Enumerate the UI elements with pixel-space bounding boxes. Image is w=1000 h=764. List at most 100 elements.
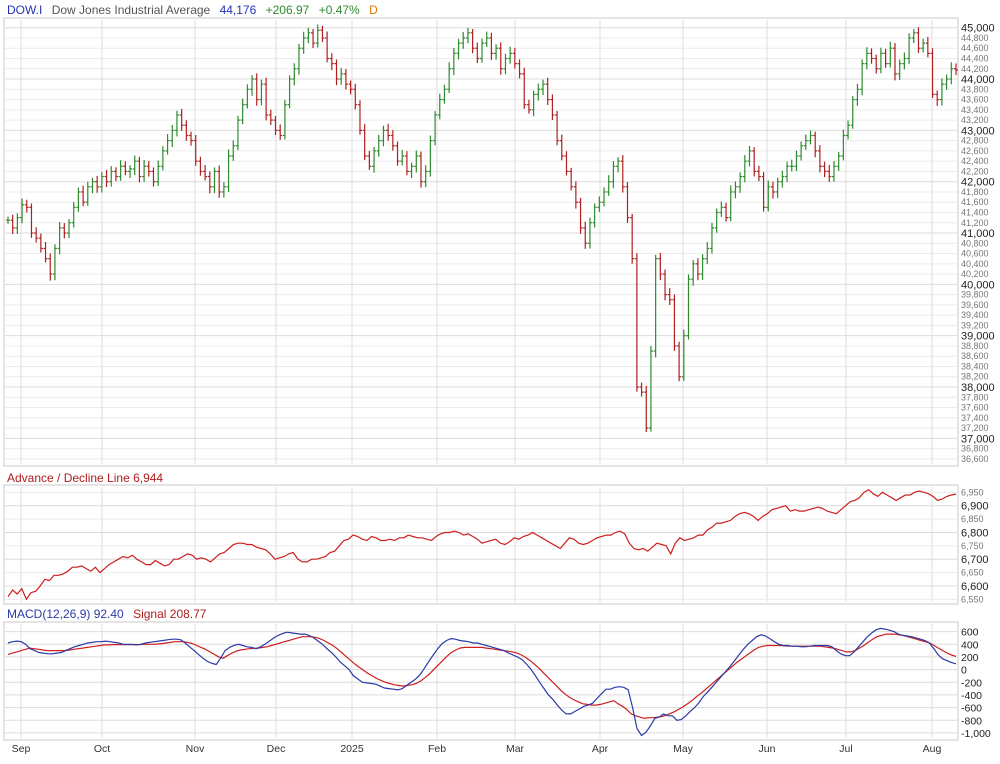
price-minor-tick-label: 39,200 xyxy=(961,320,989,330)
ad-line-series xyxy=(7,488,957,601)
price-minor-tick-label: 41,200 xyxy=(961,218,989,228)
price-bar xyxy=(245,84,250,109)
price-bar xyxy=(109,166,114,187)
price-bar xyxy=(203,165,208,181)
price-header: DOW.I Dow Jones Industrial Average 44,17… xyxy=(7,3,384,17)
x-tick-label: Feb xyxy=(428,743,446,755)
price-bar xyxy=(794,150,799,172)
price-bar xyxy=(118,160,123,181)
price-bar xyxy=(113,167,118,182)
price-minor-tick-label: 40,400 xyxy=(961,259,989,269)
price-bar xyxy=(630,213,635,264)
price-bar xyxy=(841,129,846,161)
price-bar xyxy=(892,42,897,81)
price-bar xyxy=(29,203,34,238)
price-bar xyxy=(789,159,794,172)
macd-tick-label: 400 xyxy=(961,639,979,651)
price-bar xyxy=(522,67,527,109)
price-bar xyxy=(428,135,433,177)
price-bar xyxy=(250,75,255,96)
price-bar xyxy=(681,329,686,381)
price-bar xyxy=(489,32,494,60)
price-bar xyxy=(634,253,639,392)
price-bar xyxy=(672,294,677,351)
price-bar xyxy=(583,221,588,249)
macd-label: MACD(12,26,9) 92.40 xyxy=(7,607,124,621)
price-bar xyxy=(24,199,29,213)
price-bar xyxy=(883,48,888,68)
grid-lines xyxy=(5,20,957,738)
price-bar xyxy=(353,83,358,110)
price-bar xyxy=(803,134,808,150)
price-minor-tick-label: 37,400 xyxy=(961,413,989,423)
symbol-label[interactable]: DOW.I xyxy=(7,3,43,17)
price-minor-tick-label: 42,600 xyxy=(961,146,989,156)
price-bar xyxy=(503,53,508,75)
price-bar xyxy=(404,151,409,176)
price-bar xyxy=(939,78,944,106)
macd-tick-label: -400 xyxy=(961,690,982,702)
price-bar xyxy=(414,150,419,173)
price-bar xyxy=(935,90,940,106)
price-bar xyxy=(573,181,578,209)
price-tick-label: 37,000 xyxy=(961,433,995,445)
price-minor-tick-label: 41,400 xyxy=(961,207,989,217)
price-bar xyxy=(949,62,954,85)
price-bar xyxy=(531,90,536,117)
price-bar xyxy=(658,252,663,281)
price-bar xyxy=(691,260,696,286)
price-bar xyxy=(907,33,912,64)
price-bar xyxy=(231,140,236,161)
price-bar xyxy=(38,233,43,253)
price-bar xyxy=(770,181,775,199)
x-tick-label: 2025 xyxy=(340,743,364,755)
price-bar xyxy=(193,134,198,166)
price-bar xyxy=(67,219,72,239)
price-bar xyxy=(339,67,344,85)
x-tick-label: May xyxy=(673,743,694,755)
price-bar xyxy=(695,258,700,281)
price-bar xyxy=(836,151,841,171)
price-bar xyxy=(282,99,287,140)
price-bar xyxy=(151,167,156,187)
price-bar xyxy=(484,31,489,47)
price-bar xyxy=(418,151,423,188)
price-bar xyxy=(470,29,475,54)
price-bar xyxy=(545,77,550,105)
price-minor-tick-label: 38,200 xyxy=(961,372,989,382)
price-tick-label: 40,000 xyxy=(961,279,995,291)
price-bar xyxy=(663,269,668,301)
price-minor-tick-label: 43,600 xyxy=(961,95,989,105)
price-bar xyxy=(480,38,484,63)
signal-line xyxy=(7,633,957,720)
price-bar xyxy=(648,345,653,432)
price-bar xyxy=(461,31,466,49)
ad-line xyxy=(7,488,957,601)
price-bar xyxy=(602,187,607,207)
price-bar xyxy=(301,31,306,54)
x-tick-label: Dec xyxy=(267,743,286,755)
price-bar xyxy=(526,99,531,114)
price-change-pct: +0.47% xyxy=(318,3,360,17)
price-bar xyxy=(207,171,212,194)
price-bar xyxy=(165,134,170,155)
price-bar xyxy=(367,150,372,170)
price-bar xyxy=(48,253,53,281)
price-bar xyxy=(564,151,569,176)
price-bar xyxy=(541,79,546,96)
period-badge[interactable]: D xyxy=(369,3,378,17)
price-tick-label: 38,000 xyxy=(961,382,995,394)
price-bar xyxy=(611,161,616,189)
price-tick-label: 45,000 xyxy=(961,23,995,35)
price-bar xyxy=(592,203,597,228)
price-bar xyxy=(386,123,391,141)
price-minor-tick-label: 44,400 xyxy=(961,53,989,63)
price-bar xyxy=(606,175,611,196)
price-bar xyxy=(944,74,949,90)
price-bar xyxy=(104,170,109,187)
price-bar xyxy=(808,130,813,145)
ad-minor-tick-label: 6,750 xyxy=(961,541,984,551)
price-minor-tick-label: 44,600 xyxy=(961,43,989,53)
price-bar xyxy=(756,165,761,182)
